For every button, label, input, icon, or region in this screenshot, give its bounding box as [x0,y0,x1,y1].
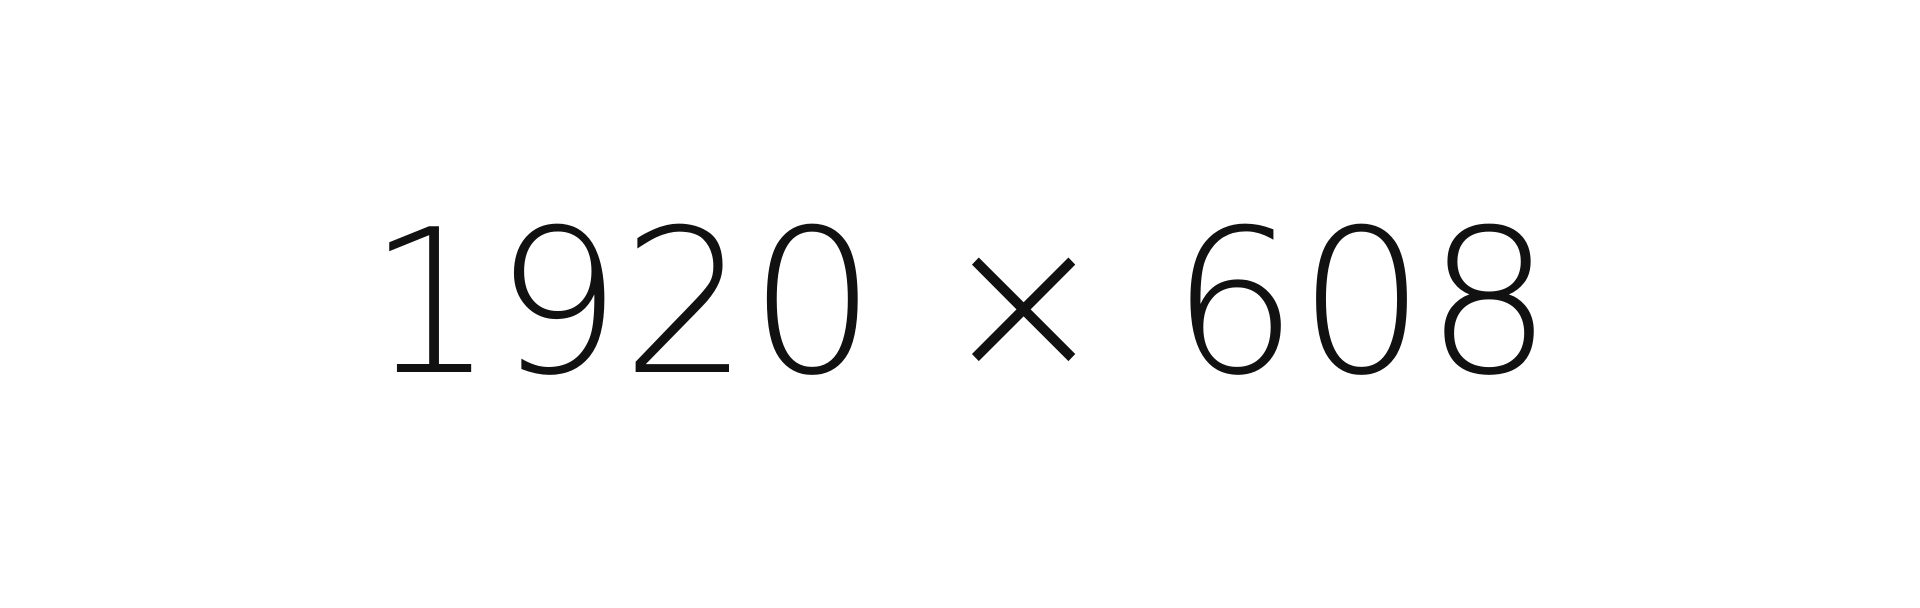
placeholder-canvas: 1920 × 608 [367,187,1553,420]
dimension-label: 1920 × 608 [367,187,1553,420]
